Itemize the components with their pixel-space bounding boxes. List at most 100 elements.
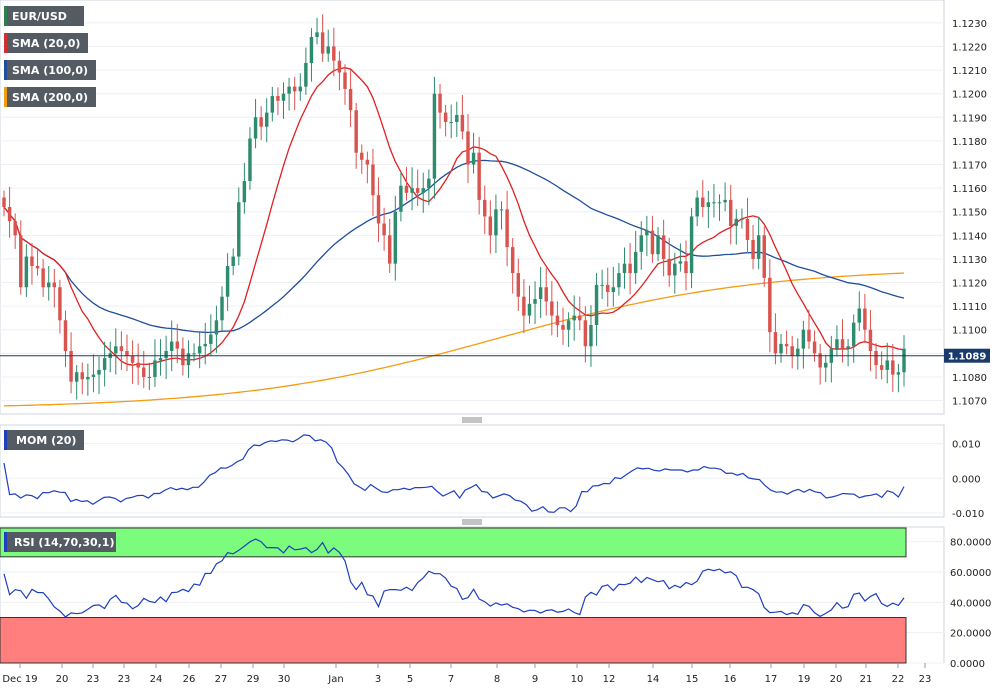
candle-body — [360, 152, 364, 160]
legend-item-eurusd[interactable]: EUR/USD — [4, 6, 84, 26]
panel-resize-handle[interactable] — [462, 417, 482, 423]
candle — [812, 330, 817, 362]
candle — [164, 335, 168, 380]
candle-body — [818, 353, 822, 368]
candle — [298, 73, 302, 101]
candle — [332, 27, 336, 77]
candle-body — [231, 256, 235, 267]
candle-body — [578, 315, 582, 321]
price-tick-label: 1.1080 — [952, 373, 987, 384]
candle-body — [611, 287, 616, 292]
candle-body — [315, 32, 319, 38]
time-tick-label: 8 — [494, 674, 500, 685]
candle — [237, 187, 241, 266]
candle-body — [421, 188, 425, 193]
candle-body — [689, 216, 694, 274]
candle — [91, 354, 96, 393]
time-tick-label: 15 — [686, 674, 699, 685]
candle — [387, 218, 392, 273]
rsi-line — [3, 538, 905, 618]
legend-item-sma200[interactable]: SMA (200,0) — [4, 87, 96, 107]
candle-body — [667, 258, 671, 276]
time-tick-label: 17 — [765, 674, 778, 685]
candle — [684, 240, 688, 291]
legend-rsi-swatch — [4, 532, 7, 552]
legend-item-rsi[interactable]: RSI (14,70,30,1) — [4, 532, 116, 552]
candle-body — [169, 341, 174, 351]
candle-body — [237, 202, 241, 257]
candle-body — [119, 346, 124, 351]
time-tick-label: 20 — [56, 674, 69, 685]
candle-body — [790, 346, 794, 356]
candle — [102, 341, 107, 387]
candle-body — [97, 369, 101, 375]
candle-body — [41, 268, 45, 288]
candle — [270, 86, 275, 122]
candle — [477, 136, 481, 215]
time-tick-label: 19 — [798, 674, 811, 685]
candle-body — [661, 235, 666, 259]
legend-item-mom[interactable]: MOM (20) — [4, 430, 84, 450]
candle — [466, 114, 470, 184]
candle — [421, 172, 425, 213]
candle — [779, 334, 783, 363]
candle-body — [192, 353, 196, 355]
candle-body — [589, 325, 593, 347]
candle-body — [477, 152, 481, 200]
time-tick-label: 27 — [215, 674, 228, 685]
time-tick-label: 3 — [375, 674, 381, 685]
candle — [63, 310, 68, 368]
candle — [728, 184, 733, 245]
candle — [622, 247, 627, 289]
legend-sma100-swatch — [4, 60, 7, 80]
legend-sma20-bg — [4, 33, 88, 53]
candle — [751, 224, 755, 270]
candle — [114, 328, 118, 375]
candle — [186, 340, 191, 378]
candle — [801, 320, 806, 369]
candle-body — [164, 350, 168, 359]
legend-item-sma100[interactable]: SMA (100,0) — [4, 60, 96, 80]
candle-body — [768, 277, 772, 333]
candle — [471, 132, 476, 174]
rsi-tick-label: 0.0000 — [950, 659, 985, 670]
candle-body — [371, 164, 375, 196]
candle-body — [58, 287, 62, 321]
momentum-panel: 0.010 0.000 -0.010 MOM (20) — [0, 424, 984, 520]
candle-body — [460, 114, 465, 132]
candle-body — [125, 350, 129, 356]
candle — [169, 320, 174, 372]
candle — [354, 102, 358, 169]
panel-resize-handle-2[interactable] — [462, 519, 482, 525]
candle — [678, 243, 683, 272]
last-price-badge-bg — [944, 348, 990, 363]
legend-sma200-label: SMA (200,0) — [12, 91, 88, 104]
candle — [874, 343, 878, 380]
candle — [544, 268, 548, 316]
candle — [130, 340, 135, 384]
candle — [30, 243, 34, 285]
candle-body — [628, 263, 632, 274]
candle-body — [35, 266, 40, 269]
candle — [158, 339, 163, 376]
candle — [2, 190, 6, 217]
candle — [673, 252, 677, 294]
legend-item-sma20[interactable]: SMA (20,0) — [4, 33, 88, 53]
candle — [516, 258, 521, 312]
candle-body — [114, 346, 118, 354]
candle — [455, 101, 459, 137]
candle — [902, 335, 906, 387]
candle-body — [197, 346, 202, 354]
candle-body — [773, 332, 778, 354]
candle-body — [52, 282, 57, 288]
candle — [449, 104, 453, 139]
price-tick-label: 1.1150 — [952, 208, 987, 219]
time-tick-label: 16 — [724, 674, 737, 685]
candle — [896, 363, 901, 393]
candle — [846, 338, 850, 367]
candle — [74, 365, 79, 400]
rsi-tick-label: 60.0000 — [950, 568, 991, 579]
price-tick-label: 1.1110 — [952, 302, 987, 313]
candle — [566, 312, 571, 347]
sma-200-line — [3, 272, 905, 407]
